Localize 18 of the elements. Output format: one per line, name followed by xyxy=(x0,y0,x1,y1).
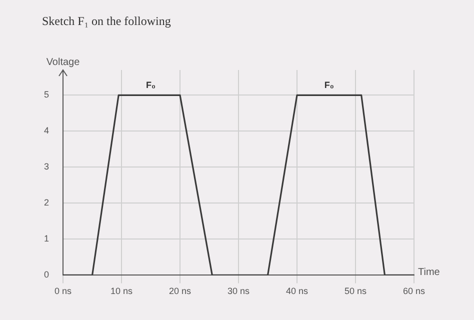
chart-title: Sketch F₁ on the following xyxy=(42,14,171,29)
y-tick-label: 3 xyxy=(44,162,50,172)
x-tick-label: 0 ns xyxy=(54,286,72,296)
x-tick-label: 50 ns xyxy=(344,286,367,296)
y-tick-label: 5 xyxy=(44,90,50,100)
x-tick-label: 60 ns xyxy=(402,286,426,296)
y-tick-label: 2 xyxy=(44,198,50,208)
y-axis-title: Voltage xyxy=(46,56,80,68)
annotation: F₀ xyxy=(324,80,334,90)
x-axis-title: Time xyxy=(418,266,440,278)
x-tick-label: 40 ns xyxy=(286,286,309,296)
x-tick-label: 30 ns xyxy=(227,286,250,296)
x-tick-label: 20 ns xyxy=(168,286,192,296)
x-tick-label: 10 ns xyxy=(110,286,134,296)
y-tick-label: 1 xyxy=(44,234,50,244)
annotation: F₀ xyxy=(146,80,156,90)
y-tick-label: 0 xyxy=(44,270,50,280)
y-tick-label: 4 xyxy=(44,126,50,136)
